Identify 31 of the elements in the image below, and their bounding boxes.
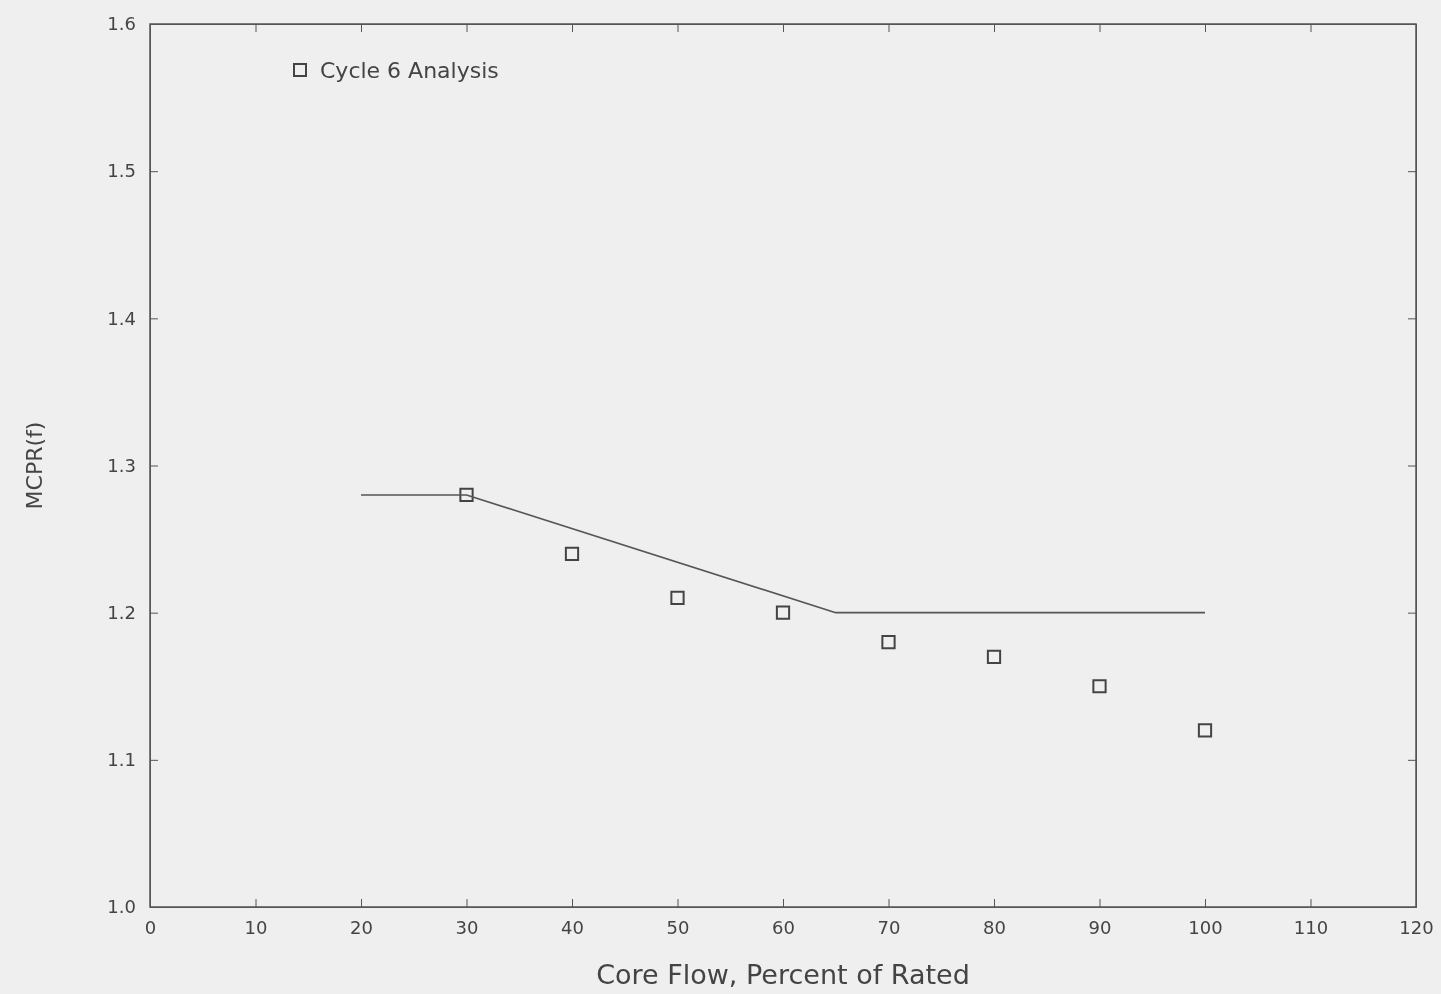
y-tick-label: 1.0 (107, 896, 136, 918)
x-tick-label: 100 (1188, 916, 1223, 938)
point (775, 605, 791, 620)
y-tick-label: 1.1 (107, 749, 136, 771)
x-tick-label: 0 (144, 916, 157, 938)
legend-label: Cycle 6 Analysis (320, 58, 499, 83)
point (1197, 723, 1213, 738)
y-axis-title: MCPR(f) (22, 421, 47, 510)
y-tick-label: 1.5 (107, 160, 136, 182)
x-tick-label: 60 (772, 916, 795, 938)
x-tick-label: 50 (666, 916, 690, 938)
point (1092, 679, 1107, 694)
x-tick-label: 20 (350, 916, 373, 938)
x-tick-label: 40 (561, 916, 584, 938)
y-tick-label: 1.4 (107, 307, 136, 329)
x-tick-label: 10 (244, 916, 268, 938)
x-tick-label: 70 (877, 916, 901, 938)
point (881, 634, 896, 650)
x-tick-label: 30 (455, 916, 479, 938)
y-tick-label: 1.3 (107, 454, 136, 476)
point (564, 546, 580, 561)
point (459, 487, 474, 503)
y-tick-label: 1.2 (107, 601, 136, 623)
x-tick-label: 110 (1293, 916, 1329, 938)
x-tick-label: 80 (983, 916, 1006, 938)
point (986, 649, 1002, 664)
x-tick-label: 90 (1088, 916, 1112, 938)
point (670, 590, 685, 606)
x-tick-label: 120 (1399, 916, 1434, 938)
x-axis-title: Core Flow, Percent of Rated (596, 959, 970, 990)
y-tick-label: 1.6 (107, 13, 136, 35)
